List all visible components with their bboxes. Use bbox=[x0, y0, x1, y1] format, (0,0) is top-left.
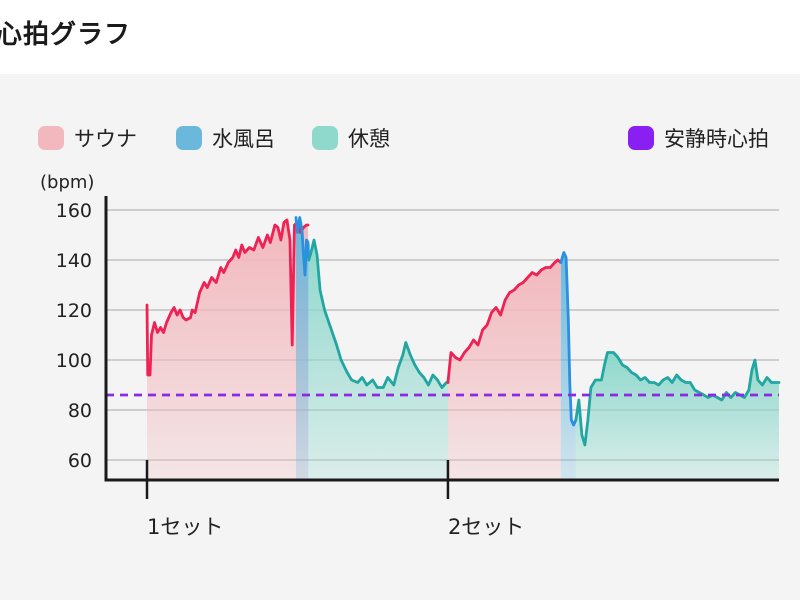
legend-item-sauna: サウナ bbox=[38, 124, 137, 152]
line-rest-5 bbox=[574, 351, 781, 447]
y-tick-label-160: 160 bbox=[56, 200, 92, 222]
line-cold-4 bbox=[559, 251, 578, 427]
y-tick-label-120: 120 bbox=[56, 300, 92, 322]
y-tick-label-60: 60 bbox=[68, 450, 92, 472]
legend-swatch-sauna bbox=[38, 126, 64, 150]
y-tick-label-140: 140 bbox=[56, 250, 92, 272]
y-tick-label-100: 100 bbox=[56, 350, 92, 372]
legend-label-rest: 休憩 bbox=[348, 127, 390, 151]
x-tick-label-set-2: 2セット bbox=[448, 515, 524, 539]
y-axis-unit-label: (bpm) bbox=[40, 172, 95, 193]
line-cold-1 bbox=[294, 216, 311, 277]
area-sauna-0 bbox=[147, 220, 309, 480]
legend-label-sauna: サウナ bbox=[74, 127, 137, 151]
chart-panel bbox=[0, 74, 800, 600]
area-rest-2 bbox=[308, 240, 448, 480]
line-sauna-3 bbox=[446, 258, 563, 384]
x-tick-label-set-1: 1セット bbox=[147, 515, 223, 539]
y-tick-label-80: 80 bbox=[68, 400, 92, 422]
legend-label-cold: 水風呂 bbox=[212, 127, 275, 151]
page-title: 心拍グラフ bbox=[0, 20, 132, 50]
area-sauna-3 bbox=[447, 260, 561, 480]
area-cold-1 bbox=[295, 217, 309, 480]
line-sauna-0 bbox=[145, 218, 310, 377]
legend-swatch-rest bbox=[312, 126, 338, 150]
legend-swatch-cold bbox=[176, 126, 202, 150]
legend-label-resting-hr: 安静時心拍 bbox=[664, 127, 769, 151]
legend-item-rest: 休憩 bbox=[312, 124, 390, 152]
legend-item-resting-hr: 安静時心拍 bbox=[628, 124, 769, 152]
area-rest-5 bbox=[575, 352, 779, 480]
legend-swatch-resting-hr bbox=[628, 126, 654, 150]
line-rest-2 bbox=[307, 238, 450, 389]
legend-item-cold: 水風呂 bbox=[176, 124, 275, 152]
